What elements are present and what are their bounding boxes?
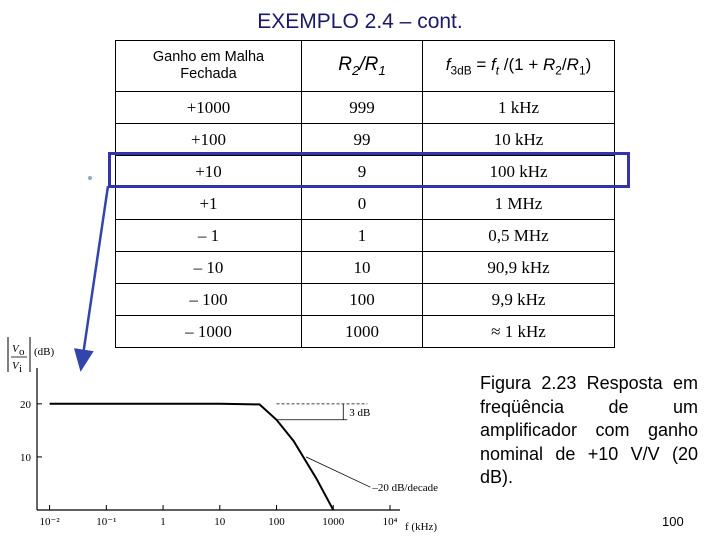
table-row: – 1 1 0,5 MHz (115, 219, 615, 252)
cell-ratio: 99 (301, 123, 423, 156)
table-row: – 1000 1000 ≈ 1 kHz (115, 315, 615, 348)
highlight-box-gain-10 (108, 152, 630, 188)
y-tick-label: 10 (20, 452, 32, 464)
x-tick-label: 100 (268, 516, 285, 528)
cell-f3db: ≈ 1 kHz (422, 315, 615, 348)
ylabel-vo-vi: V o V i (7, 337, 31, 375)
x-tick-label: 1000 (322, 516, 345, 528)
cell-gain: – 1000 (115, 315, 302, 348)
figure-caption: Figura 2.23 Resposta em freqüência de um… (480, 373, 698, 487)
ylabel-unit: (dB) (34, 346, 55, 358)
svg-text:V: V (12, 343, 20, 355)
x-tick-label: 10⁴ (383, 516, 398, 528)
cell-gain: – 1 (115, 219, 302, 252)
svg-text:V: V (12, 360, 20, 372)
cell-ratio: 0 (301, 187, 423, 220)
table-row: +1 0 1 MHz (115, 187, 615, 220)
response-curve (49, 402, 335, 511)
header-closed-loop-gain-line2: Fechada (180, 66, 237, 82)
page-number: 100 (662, 514, 684, 529)
table-row: +1000 999 1 kHz (115, 91, 615, 124)
x-tick-label: 1 (160, 516, 166, 528)
cell-gain: – 10 (115, 251, 302, 284)
cell-f3db: 100 kHz (422, 155, 615, 188)
plot-annotations: 3 dB –20 dB/decade f (kHz) (276, 403, 438, 533)
x-tick-label: 10 (214, 516, 226, 528)
cell-f3db: 90,9 kHz (422, 251, 615, 284)
y-tick-label: 20 (20, 399, 32, 411)
x-tick-label: 10⁻¹ (96, 516, 116, 528)
cell-gain: – 100 (115, 283, 302, 316)
gain-table: Ganho em Malha Fechada R2/R1 f3dB = ft /… (115, 40, 615, 348)
header-closed-loop-gain: Ganho em Malha Fechada (115, 40, 302, 92)
annotation-3db: 3 dB (349, 407, 370, 419)
header-closed-loop-gain-line1: Ganho em Malha (152, 49, 265, 65)
annotation-slope: –20 dB/decade (371, 482, 438, 494)
cell-ratio: 10 (301, 251, 423, 284)
slide-title: EXEMPLO 2.4 – cont. (257, 10, 463, 33)
header-f3db: f3dB = ft /(1 + R2/R1) (422, 40, 615, 92)
cell-gain: +10 (115, 155, 302, 188)
x-axis-label: f (kHz) (405, 521, 437, 533)
pointer-dot (88, 176, 92, 180)
cell-f3db: 1 kHz (422, 91, 615, 124)
cell-ratio: 999 (301, 91, 423, 124)
svg-text:o: o (19, 346, 25, 358)
cell-gain: +1 (115, 187, 302, 220)
slope-leader (305, 456, 371, 488)
cell-ratio: 1000 (301, 315, 423, 348)
table-body: +1000 999 1 kHz +100 99 10 kHz +10 9 100 kHz +1 0 1… (115, 91, 615, 348)
svg-text:i: i (19, 363, 22, 375)
cell-f3db: 10 kHz (422, 123, 615, 156)
table-row: – 10 10 90,9 kHz (115, 251, 615, 284)
cell-ratio: 1 (301, 219, 423, 252)
plot-ticks: 10⁻² 10⁻¹ 1 10 100 1000 10⁴ 20 10 (20, 399, 398, 528)
table-header-row: Ganho em Malha Fechada R2/R1 f3dB = ft /… (115, 40, 615, 92)
cell-f3db: 1 MHz (422, 187, 615, 220)
pointer-arrow (73, 185, 110, 372)
x-tick-label: 10⁻² (40, 516, 61, 528)
